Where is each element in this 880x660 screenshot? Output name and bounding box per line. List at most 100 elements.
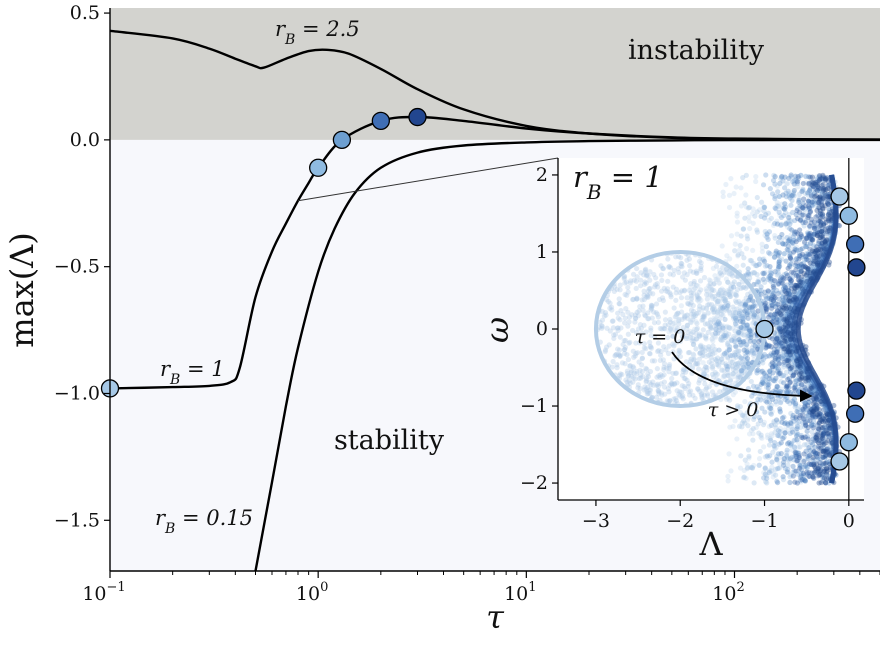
eigenvalue-point (712, 334, 719, 340)
eigenvalue-point (788, 442, 794, 448)
eigenvalue-point (792, 444, 798, 451)
eigenvalue-point (741, 314, 748, 320)
eigenvalue-point (785, 359, 791, 365)
eigenvalue-point (818, 215, 824, 221)
eigenvalue-point (787, 255, 794, 262)
eigenvalue-point (775, 366, 782, 372)
eigenvalue-point (787, 298, 793, 305)
eigenvalue-point (629, 312, 635, 318)
eigenvalue-point (705, 352, 711, 358)
eigenvalue-point (641, 272, 647, 278)
eigenvalue-point (808, 384, 814, 390)
eigenvalue-point (785, 462, 791, 468)
eigenvalue-point (752, 262, 759, 269)
eigenvalue-point (642, 279, 648, 285)
eigenvalue-point (697, 303, 703, 309)
inset-scatter (593, 158, 850, 500)
eigenvalue-point (727, 359, 734, 365)
eigenvalue-point (813, 394, 819, 400)
eigenvalue-point (780, 329, 786, 335)
eigenvalue-point (765, 380, 771, 386)
eigenvalue-point (751, 270, 758, 276)
eigenvalue-point (747, 275, 753, 281)
eigenvalue-point (784, 290, 790, 296)
eigenvalue-point (643, 294, 649, 300)
eigenvalue-point (766, 469, 772, 475)
eigenvalue-point (780, 192, 786, 198)
eigenvalue-point (765, 276, 771, 282)
eigenvalue-point (733, 293, 740, 299)
eigenvalue-point (788, 202, 794, 208)
eigenvalue-point (781, 338, 787, 344)
eigenvalue-point (760, 259, 766, 265)
eigenvalue-point (667, 290, 673, 296)
eigenvalue-point (710, 365, 716, 371)
eigenvalue-point (823, 246, 829, 252)
eigenvalue-point (682, 277, 688, 283)
eigenvalue-point (779, 351, 785, 357)
eigenvalue-point (825, 437, 831, 444)
eigenvalue-point (789, 197, 795, 204)
eigenvalue-point (762, 263, 768, 269)
eigenvalue-point (725, 478, 731, 484)
eigenvalue-point (609, 364, 615, 370)
eigenvalue-point (786, 320, 792, 326)
eigenvalue-point (670, 284, 676, 290)
eigenvalue-point (723, 350, 729, 356)
eigenvalue-point (760, 376, 766, 382)
eigenvalue-point (816, 238, 822, 244)
eigenvalue-point (759, 368, 765, 374)
eigenvalue-point (818, 185, 824, 192)
main-axes: 0.50.0−0.5−1.0−1.510−1 100 101 102 (54, 2, 880, 605)
eigenvalue-point (820, 192, 827, 198)
eigenvalue-point (658, 390, 665, 396)
eigenvalue-point (809, 237, 815, 243)
eigenvalue-point (816, 218, 822, 224)
eigenvalue-point (821, 186, 827, 192)
eigenvalue-point (798, 282, 804, 288)
eigenvalue-point (771, 420, 777, 426)
eigenvalue-point (766, 217, 772, 223)
eigenvalue-point (695, 296, 702, 302)
eigenvalue-point (809, 451, 815, 457)
eigenvalue-point (768, 312, 774, 318)
eigenvalue-point (820, 205, 826, 211)
eigenvalue-point (712, 293, 718, 299)
eigenvalue-point (795, 468, 801, 474)
eigenvalue-point (812, 403, 818, 409)
eigenvalue-point (791, 385, 797, 391)
eigenvalue-point (782, 286, 789, 292)
eigenvalue-point (712, 326, 719, 333)
eigenvalue-point (772, 279, 779, 285)
eigenvalue-point (775, 371, 782, 378)
eigenvalue-point (819, 176, 825, 182)
eigenvalue-point (792, 384, 798, 390)
eigenvalue-point (798, 172, 804, 178)
eigenvalue-point (761, 215, 768, 221)
eigenvalue-point (747, 304, 753, 310)
eigenvalue-point (616, 296, 622, 302)
eigenvalue-point (768, 422, 774, 429)
eigenvalue-point (827, 425, 833, 431)
eigenvalue-point (724, 366, 731, 372)
eigenvalue-point (746, 307, 752, 313)
eigenvalue-point (796, 263, 803, 269)
eigenvalue-point (648, 327, 654, 334)
eigenvalue-point (819, 203, 825, 209)
eigenvalue-point (788, 261, 794, 267)
eigenvalue-point (741, 322, 747, 328)
eigenvalue-point (744, 347, 750, 353)
eigenvalue-point (823, 480, 829, 486)
eigenvalue-point (793, 450, 799, 456)
eigenvalue-point (677, 389, 683, 395)
eigenvalue-point (774, 335, 780, 341)
eigenvalue-point (781, 455, 787, 461)
eigenvalue-point (778, 398, 784, 404)
eigenvalue-point (753, 173, 759, 180)
eigenvalue-point (785, 239, 792, 245)
eigenvalue-point (710, 343, 716, 349)
eigenvalue-point (627, 339, 633, 345)
eigenvalue-point (829, 213, 835, 219)
eigenvalue-point (800, 235, 806, 241)
eigenvalue-point (668, 328, 674, 334)
